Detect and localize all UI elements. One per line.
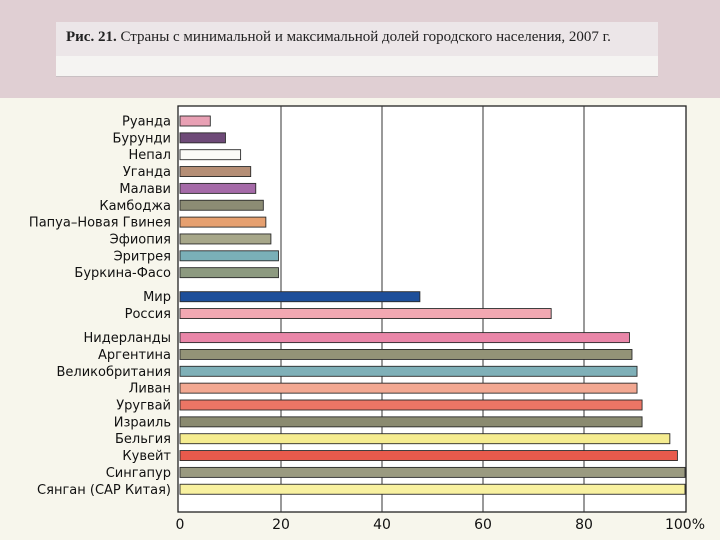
figure-title: Рис. 21. Страны с минимальной и максимал…	[66, 29, 611, 46]
category-label: Аргентина	[98, 348, 171, 363]
bar	[179, 433, 671, 445]
bar	[179, 199, 264, 211]
category-label: Малави	[119, 182, 171, 197]
category-label: Непал	[128, 148, 171, 163]
category-label: Бельгия	[115, 432, 171, 447]
bar	[179, 132, 226, 144]
x-tick-label: 40	[373, 517, 391, 533]
category-label: Руанда	[122, 115, 171, 130]
category-label: Великобритания	[56, 365, 171, 380]
bar	[179, 250, 279, 262]
title-box: Рис. 21. Страны с минимальной и максимал…	[56, 22, 658, 77]
x-tick-label: 20	[272, 517, 290, 533]
figure-title-text: Страны с минимальной и максимальной доле…	[120, 29, 611, 45]
category-label: Бурунди	[113, 131, 172, 146]
x-tick-label: 80	[575, 517, 593, 533]
category-label: Эритрея	[114, 249, 171, 264]
bar	[179, 166, 252, 178]
bar	[179, 466, 686, 478]
bar	[179, 450, 678, 461]
x-tick-label: 100%	[665, 517, 705, 533]
bar	[179, 382, 638, 394]
category-label: Сянган (САР Китая)	[37, 483, 171, 498]
category-label: Россия	[125, 307, 171, 322]
bar	[179, 365, 638, 377]
bars	[179, 115, 686, 495]
category-label: Кувейт	[122, 449, 171, 464]
bar	[179, 291, 421, 303]
figure-number: Рис. 21.	[66, 29, 117, 45]
bar	[179, 416, 643, 428]
bar	[179, 216, 267, 228]
x-tick-label: 60	[474, 517, 492, 533]
category-label: Нидерланды	[84, 331, 172, 346]
category-label: Уругвай	[116, 399, 171, 414]
bar	[179, 182, 257, 194]
category-label: Ливан	[129, 382, 171, 397]
category-label: Буркина-Фасо	[74, 266, 171, 281]
bar	[179, 483, 686, 495]
category-label: Израиль	[114, 415, 171, 430]
bar	[179, 233, 272, 245]
x-tick-label: 0	[176, 517, 185, 533]
category-label: Эфиопия	[110, 232, 171, 247]
bar	[179, 332, 630, 344]
bar	[179, 267, 279, 279]
bar	[179, 348, 633, 360]
category-label: Мир	[143, 290, 171, 305]
category-label: Уганда	[123, 165, 171, 180]
category-label: Папуа–Новая Гвинея	[29, 216, 171, 231]
x-axis-ticks: 0 20 40 60 80 100%	[176, 517, 705, 533]
category-label: Камбоджа	[99, 199, 171, 214]
bar	[179, 308, 552, 320]
bar	[179, 115, 211, 127]
category-label: Сингапур	[106, 466, 171, 481]
bar	[179, 149, 242, 161]
bar	[179, 399, 643, 411]
